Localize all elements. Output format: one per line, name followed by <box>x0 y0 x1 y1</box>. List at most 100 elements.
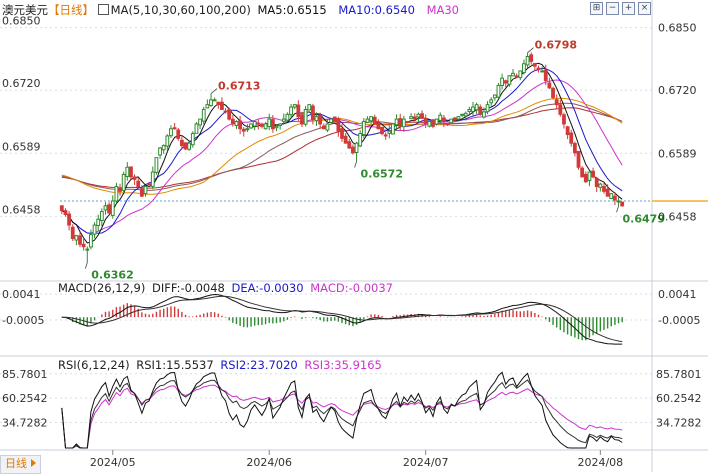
price-y-tick-left: 0.6720 <box>2 77 41 90</box>
candle-body <box>121 173 126 191</box>
candle-body <box>234 121 239 126</box>
macd-diff-value: DIFF:-0.0048 <box>152 281 225 295</box>
annotation-pointer <box>354 161 357 168</box>
candle-body <box>318 114 323 125</box>
candle-body <box>114 186 119 202</box>
candle-body <box>525 56 530 66</box>
ma-line-ma10 <box>61 67 623 234</box>
candle-body <box>358 133 363 147</box>
x-tick-label: 2024/07 <box>403 456 449 469</box>
candle-body <box>474 104 479 111</box>
candle-body <box>354 142 359 153</box>
candle-body <box>452 117 457 121</box>
annotation-low-label: 0.6479 <box>623 212 665 225</box>
candle-body <box>492 94 497 99</box>
annotation-pointer <box>210 88 218 94</box>
candle-body <box>449 118 454 124</box>
rsi3-value: RSI3:35.9165 <box>304 358 382 372</box>
x-tick-label: 2024/05 <box>90 456 136 469</box>
candle-body <box>427 121 432 127</box>
macd-y-tick-right: 0.0041 <box>658 288 697 301</box>
macd-dea-line <box>61 295 623 343</box>
price-y-tick-right: 0.6589 <box>658 147 697 160</box>
rsi-y-tick-left: 85.7801 <box>2 368 48 381</box>
candle-body <box>110 200 115 216</box>
candle-body <box>551 87 555 98</box>
candle-body <box>216 101 221 106</box>
macd-settings[interactable]: MACD(26,12,9) <box>58 281 146 295</box>
close-icon[interactable]: × <box>638 2 651 15</box>
price-panel-header: 澳元美元【日线】 MA(5,10,30,60,100,200) MA5:0.65… <box>2 2 459 18</box>
rsi-y-tick-right: 60.2542 <box>656 392 702 405</box>
candle-body <box>89 234 93 248</box>
candle-body <box>620 201 625 207</box>
candle-body <box>278 123 283 126</box>
candle-body <box>194 123 199 134</box>
candle-body <box>325 123 330 131</box>
candle-body <box>616 200 621 203</box>
candle-body <box>478 106 483 115</box>
candle-body <box>169 128 173 137</box>
candle-body <box>547 82 552 89</box>
candle-body <box>227 109 232 120</box>
candle-body <box>176 129 181 139</box>
annotation-high-label: 0.6713 <box>218 80 260 93</box>
candle-body <box>285 113 290 121</box>
grid-icon[interactable]: ⊞ <box>590 2 603 15</box>
candle-body <box>554 99 559 106</box>
candle-body <box>74 235 79 241</box>
candle-body <box>99 211 104 222</box>
candle-body <box>260 123 264 127</box>
macd-panel-header: MACD(26,12,9) DIFF:-0.0048 DEA:-0.0030 M… <box>58 281 393 295</box>
candle-body <box>198 118 202 126</box>
candle-body <box>387 130 392 134</box>
price-y-tick-right: 0.6720 <box>658 84 697 97</box>
candle-body <box>463 112 468 117</box>
rsi-y-tick-left: 34.7282 <box>2 417 48 430</box>
candle-body <box>292 104 297 108</box>
candle-body <box>81 243 86 248</box>
minus-icon[interactable]: − <box>606 2 619 15</box>
candle-body <box>125 166 130 177</box>
ma-line-ma30 <box>61 79 623 234</box>
ma-checkbox-icon[interactable] <box>97 4 109 15</box>
candle-body <box>594 177 599 188</box>
candle-body <box>139 188 144 197</box>
rsi-series <box>61 371 623 449</box>
candle-body <box>150 171 155 187</box>
candle-body <box>583 173 588 183</box>
candle-body <box>249 123 253 129</box>
candle-body <box>518 70 523 79</box>
candle-body <box>529 54 534 62</box>
candle-body <box>445 123 450 126</box>
macd-y-tick-left: -0.0005 <box>2 314 44 327</box>
period-label[interactable]: 【日线】 <box>48 3 94 17</box>
candle-body <box>263 123 268 130</box>
candle-body <box>511 72 515 77</box>
candle-body <box>270 119 275 130</box>
candle-body <box>496 84 501 98</box>
candle-body <box>190 133 195 146</box>
candle-body <box>172 127 177 130</box>
macd-hist-value: MACD:-0.0037 <box>310 281 393 295</box>
annotation-low-label: 0.6572 <box>361 167 403 180</box>
plus-icon[interactable]: + <box>622 2 635 15</box>
period-tab[interactable]: 日线 <box>0 455 41 474</box>
candle-body <box>63 210 68 215</box>
candle-body <box>394 118 399 126</box>
triangle-right-icon <box>31 459 36 467</box>
candle-body <box>274 125 279 129</box>
macd-series <box>61 293 623 345</box>
price-annotations: 0.6362 0.6713 0.6572 0.6798 0.6479 <box>84 39 665 282</box>
axis-labels: 0.6850 0.6850 0.6720 0.6720 0.6589 0.6589 0.64… <box>2 15 702 469</box>
candle-body <box>256 122 261 125</box>
candle-body <box>572 142 577 154</box>
candle-body <box>296 104 301 118</box>
annotation-pointer <box>616 206 619 213</box>
ma-settings-label[interactable]: MA(5,10,30,60,100,200) <box>97 3 251 17</box>
rsi-settings[interactable]: RSI(6,12,24) <box>58 358 130 372</box>
candle-body <box>129 166 133 178</box>
candle-body <box>361 121 366 136</box>
price-y-tick-left: 0.6589 <box>2 140 41 153</box>
